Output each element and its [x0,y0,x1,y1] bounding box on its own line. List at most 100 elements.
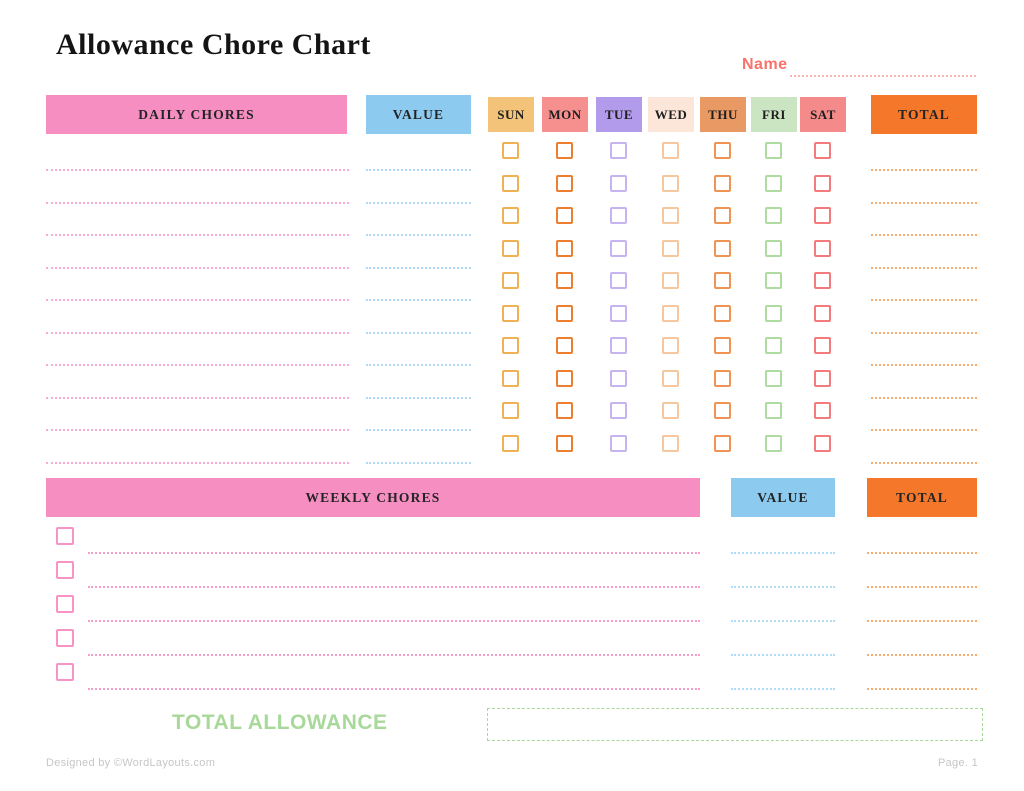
daily-value-line[interactable] [366,169,471,171]
checkbox-fri[interactable] [765,305,782,322]
checkbox-sun[interactable] [502,435,519,452]
checkbox-sun[interactable] [502,370,519,387]
checkbox-sun[interactable] [502,175,519,192]
checkbox-mon[interactable] [556,370,573,387]
daily-chore-line[interactable] [46,169,349,171]
checkbox-sat[interactable] [814,240,831,257]
weekly-checkbox[interactable] [56,527,74,545]
daily-chore-line[interactable] [46,202,349,204]
checkbox-wed[interactable] [662,337,679,354]
checkbox-mon[interactable] [556,272,573,289]
checkbox-sun[interactable] [502,207,519,224]
daily-chore-line[interactable] [46,397,349,399]
daily-chore-line[interactable] [46,429,349,431]
checkbox-wed[interactable] [662,272,679,289]
checkbox-mon[interactable] [556,142,573,159]
daily-total-line[interactable] [871,332,977,334]
checkbox-thu[interactable] [714,272,731,289]
daily-value-line[interactable] [366,332,471,334]
daily-chore-line[interactable] [46,234,349,236]
checkbox-wed[interactable] [662,175,679,192]
checkbox-thu[interactable] [714,142,731,159]
checkbox-thu[interactable] [714,207,731,224]
weekly-value-line[interactable] [731,552,835,554]
daily-chore-line[interactable] [46,332,349,334]
checkbox-fri[interactable] [765,370,782,387]
checkbox-tue[interactable] [610,337,627,354]
checkbox-tue[interactable] [610,142,627,159]
checkbox-mon[interactable] [556,305,573,322]
checkbox-mon[interactable] [556,207,573,224]
checkbox-fri[interactable] [765,435,782,452]
weekly-total-line[interactable] [867,586,977,588]
checkbox-fri[interactable] [765,337,782,354]
weekly-chore-line[interactable] [88,688,700,690]
checkbox-thu[interactable] [714,240,731,257]
checkbox-tue[interactable] [610,402,627,419]
daily-total-line[interactable] [871,397,977,399]
checkbox-wed[interactable] [662,370,679,387]
daily-total-line[interactable] [871,462,977,464]
weekly-value-line[interactable] [731,654,835,656]
checkbox-fri[interactable] [765,207,782,224]
daily-total-line[interactable] [871,299,977,301]
daily-value-line[interactable] [366,462,471,464]
weekly-value-line[interactable] [731,586,835,588]
checkbox-sat[interactable] [814,370,831,387]
name-input-line[interactable] [790,75,976,77]
weekly-total-line[interactable] [867,552,977,554]
weekly-checkbox[interactable] [56,629,74,647]
checkbox-fri[interactable] [765,272,782,289]
checkbox-sat[interactable] [814,435,831,452]
daily-total-line[interactable] [871,169,977,171]
checkbox-thu[interactable] [714,337,731,354]
checkbox-sun[interactable] [502,402,519,419]
checkbox-wed[interactable] [662,305,679,322]
daily-value-line[interactable] [366,429,471,431]
checkbox-wed[interactable] [662,402,679,419]
checkbox-tue[interactable] [610,370,627,387]
weekly-chore-line[interactable] [88,552,700,554]
daily-total-line[interactable] [871,429,977,431]
checkbox-sat[interactable] [814,402,831,419]
checkbox-tue[interactable] [610,207,627,224]
daily-value-line[interactable] [366,267,471,269]
daily-total-line[interactable] [871,364,977,366]
checkbox-fri[interactable] [765,175,782,192]
checkbox-wed[interactable] [662,142,679,159]
checkbox-tue[interactable] [610,305,627,322]
checkbox-sat[interactable] [814,337,831,354]
checkbox-wed[interactable] [662,207,679,224]
checkbox-tue[interactable] [610,175,627,192]
daily-total-line[interactable] [871,267,977,269]
checkbox-sun[interactable] [502,142,519,159]
checkbox-mon[interactable] [556,240,573,257]
daily-chore-line[interactable] [46,364,349,366]
daily-value-line[interactable] [366,299,471,301]
daily-value-line[interactable] [366,202,471,204]
checkbox-mon[interactable] [556,402,573,419]
daily-value-line[interactable] [366,234,471,236]
checkbox-sun[interactable] [502,272,519,289]
checkbox-wed[interactable] [662,435,679,452]
weekly-total-line[interactable] [867,654,977,656]
checkbox-sat[interactable] [814,207,831,224]
checkbox-thu[interactable] [714,305,731,322]
weekly-chore-line[interactable] [88,586,700,588]
weekly-checkbox[interactable] [56,595,74,613]
weekly-chore-line[interactable] [88,620,700,622]
weekly-total-line[interactable] [867,688,977,690]
daily-chore-line[interactable] [46,267,349,269]
checkbox-sat[interactable] [814,142,831,159]
checkbox-fri[interactable] [765,402,782,419]
checkbox-fri[interactable] [765,240,782,257]
weekly-value-line[interactable] [731,620,835,622]
weekly-checkbox[interactable] [56,663,74,681]
checkbox-fri[interactable] [765,142,782,159]
weekly-value-line[interactable] [731,688,835,690]
checkbox-tue[interactable] [610,435,627,452]
checkbox-mon[interactable] [556,337,573,354]
checkbox-thu[interactable] [714,402,731,419]
checkbox-mon[interactable] [556,175,573,192]
checkbox-thu[interactable] [714,435,731,452]
